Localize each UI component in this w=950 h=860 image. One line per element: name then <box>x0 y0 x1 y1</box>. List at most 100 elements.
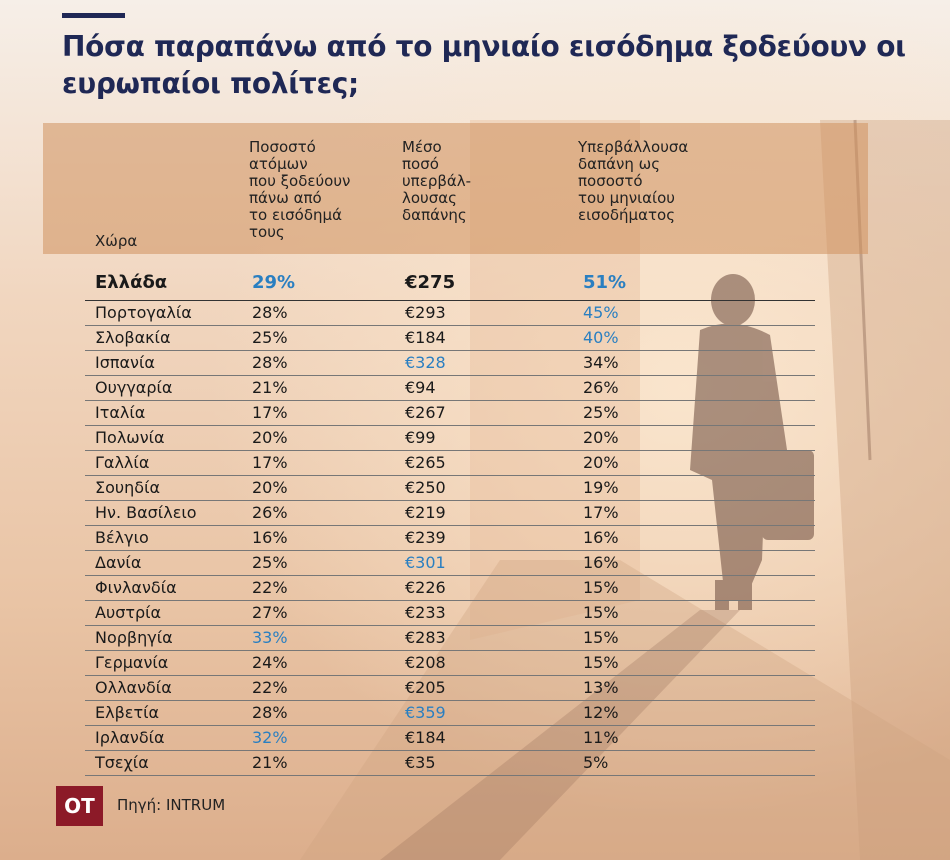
cell-country: Τσεχία <box>95 753 149 772</box>
cell-share-overspending: 22% <box>252 578 288 597</box>
table-row: Ιρλανδία 32% €184 11% <box>85 726 815 751</box>
cell-country: Φινλανδία <box>95 578 177 597</box>
cell-overspend-percent-income: 34% <box>583 353 619 372</box>
cell-overspend-percent-income: 20% <box>583 453 619 472</box>
cell-country: Γαλλία <box>95 453 150 472</box>
cell-share-overspending: 28% <box>252 303 288 322</box>
table-row: Νορβηγία 33% €283 15% <box>85 626 815 651</box>
table-row: Γερμανία 24% €208 15% <box>85 651 815 676</box>
table-row: Σλοβακία 25% €184 40% <box>85 326 815 351</box>
cell-overspend-percent-income: 26% <box>583 378 619 397</box>
cell-country: Γερμανία <box>95 653 169 672</box>
cell-average-overspend: €328 <box>405 353 446 372</box>
column-header-country: Χώρα <box>95 232 138 250</box>
cell-share-overspending: 25% <box>252 328 288 347</box>
cell-country: Ιρλανδία <box>95 728 165 747</box>
cell-overspend-percent-income: 17% <box>583 503 619 522</box>
cell-average-overspend: €233 <box>405 603 446 622</box>
column-header-share-overspending: Ποσοστό ατόμων που ξοδεύουν πάνω από το … <box>249 138 351 241</box>
cell-country: Αυστρία <box>95 603 162 622</box>
cell-average-overspend: €301 <box>405 553 446 572</box>
cell-country: Ιταλία <box>95 403 146 422</box>
table-row: Αυστρία 27% €233 15% <box>85 601 815 626</box>
cell-average-overspend: €293 <box>405 303 446 322</box>
cell-overspend-percent-income: 45% <box>583 303 619 322</box>
top-accent-rule <box>62 13 125 18</box>
cell-share-overspending: 21% <box>252 753 288 772</box>
cell-average-overspend: €184 <box>405 328 446 347</box>
cell-average-overspend: €94 <box>405 378 436 397</box>
cell-share-overspending: 20% <box>252 428 288 447</box>
cell-share-overspending: 20% <box>252 478 288 497</box>
cell-average-overspend: €226 <box>405 578 446 597</box>
cell-overspend-percent-income: 11% <box>583 728 619 747</box>
cell-average-overspend: €265 <box>405 453 446 472</box>
cell-overspend-percent-income: 19% <box>583 478 619 497</box>
table-row: Ελβετία 28% €359 12% <box>85 701 815 726</box>
cell-average-overspend: €275 <box>405 272 456 293</box>
table-row: Ισπανία 28% €328 34% <box>85 351 815 376</box>
cell-share-overspending: 33% <box>252 628 288 647</box>
cell-average-overspend: €250 <box>405 478 446 497</box>
cell-share-overspending: 28% <box>252 703 288 722</box>
table-row: Ην. Βασίλειο 26% €219 17% <box>85 501 815 526</box>
source-note: Πηγή: INTRUM <box>117 796 226 814</box>
cell-average-overspend: €184 <box>405 728 446 747</box>
cell-country: Δανία <box>95 553 142 572</box>
cell-share-overspending: 22% <box>252 678 288 697</box>
cell-average-overspend: €267 <box>405 403 446 422</box>
chart-title: Πόσα παραπάνω από το μηνιαίο εισόδημα ξο… <box>62 30 906 100</box>
cell-country: Ισπανία <box>95 353 155 372</box>
cell-overspend-percent-income: 15% <box>583 653 619 672</box>
cell-share-overspending: 25% <box>252 553 288 572</box>
table-header-band <box>43 123 868 254</box>
table-row: Τσεχία 21% €35 5% <box>85 751 815 776</box>
cell-country: Βέλγιο <box>95 528 149 547</box>
cell-country: Ελλάδα <box>95 272 168 293</box>
cell-overspend-percent-income: 15% <box>583 578 619 597</box>
table-row: Ιταλία 17% €267 25% <box>85 401 815 426</box>
cell-average-overspend: €219 <box>405 503 446 522</box>
cell-average-overspend: €208 <box>405 653 446 672</box>
cell-country: Πορτογαλία <box>95 303 192 322</box>
cell-average-overspend: €283 <box>405 628 446 647</box>
table-row: Γαλλία 17% €265 20% <box>85 451 815 476</box>
cell-country: Νορβηγία <box>95 628 173 647</box>
cell-country: Σουηδία <box>95 478 161 497</box>
column-header-average-overspend: Μέσο ποσό υπερβάλ- λουσας δαπάνης <box>402 138 472 224</box>
cell-share-overspending: 27% <box>252 603 288 622</box>
cell-share-overspending: 21% <box>252 378 288 397</box>
table-row: Σουηδία 20% €250 19% <box>85 476 815 501</box>
table-row: Δανία 25% €301 16% <box>85 551 815 576</box>
cell-overspend-percent-income: 13% <box>583 678 619 697</box>
cell-average-overspend: €35 <box>405 753 436 772</box>
cell-share-overspending: 26% <box>252 503 288 522</box>
table-row: Ελλάδα 29% €275 51% <box>85 268 815 301</box>
cell-overspend-percent-income: 40% <box>583 328 619 347</box>
table-row: Ουγγαρία 21% €94 26% <box>85 376 815 401</box>
cell-country: Πολωνία <box>95 428 165 447</box>
table-row: Ολλανδία 22% €205 13% <box>85 676 815 701</box>
cell-overspend-percent-income: 16% <box>583 553 619 572</box>
data-table: Ελλάδα 29% €275 51% Πορτογαλία 28% €293 45% Σλοβ… <box>85 268 815 776</box>
cell-overspend-percent-income: 15% <box>583 603 619 622</box>
cell-overspend-percent-income: 5% <box>583 753 609 772</box>
cell-overspend-percent-income: 16% <box>583 528 619 547</box>
cell-overspend-percent-income: 51% <box>583 272 627 293</box>
cell-share-overspending: 16% <box>252 528 288 547</box>
cell-overspend-percent-income: 20% <box>583 428 619 447</box>
cell-overspend-percent-income: 15% <box>583 628 619 647</box>
ot-logo: OT <box>56 786 103 826</box>
cell-overspend-percent-income: 25% <box>583 403 619 422</box>
cell-overspend-percent-income: 12% <box>583 703 619 722</box>
table-row: Πορτογαλία 28% €293 45% <box>85 301 815 326</box>
table-row: Βέλγιο 16% €239 16% <box>85 526 815 551</box>
cell-average-overspend: €239 <box>405 528 446 547</box>
column-header-overspend-percent-income: Υπερβάλλουσα δαπάνη ως ποσοστό του μηνια… <box>578 138 689 224</box>
cell-share-overspending: 24% <box>252 653 288 672</box>
table-row: Φινλανδία 22% €226 15% <box>85 576 815 601</box>
cell-country: Ουγγαρία <box>95 378 173 397</box>
cell-share-overspending: 17% <box>252 403 288 422</box>
cell-share-overspending: 29% <box>252 272 296 293</box>
cell-share-overspending: 28% <box>252 353 288 372</box>
